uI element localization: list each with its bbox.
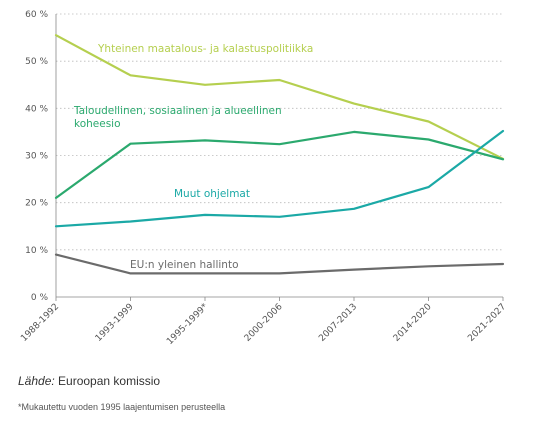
x-tick-label: 2021-2027 xyxy=(466,302,508,344)
y-tick-label: 0 % xyxy=(31,293,49,303)
series-line-eu-n-yleinen-hallinto xyxy=(54,253,505,275)
x-tick-label: 1995-1999* xyxy=(165,302,210,347)
x-tick-label: 1988-1992 xyxy=(19,302,61,344)
footnote: *Mukautettu vuoden 1995 laajentumisen pe… xyxy=(18,402,226,412)
x-axis: 1988-1992 1993-1999 1995-1999* 2000-2006 200… xyxy=(19,296,508,347)
x-tick-label: 2000-2006 xyxy=(243,302,285,344)
series-label-yhteinen-maatalous-ja-kalastuspolitiikka: Yhteinen maatalous- ja kalastuspolitiikk… xyxy=(97,43,313,55)
x-tick-label: 2007-2013 xyxy=(317,302,359,344)
x-tick-label: 1993-1999 xyxy=(94,302,136,344)
source-line: Lähde: Euroopan komissio xyxy=(18,374,160,388)
y-tick-label: 10 % xyxy=(25,246,48,256)
series-label-muut-ohjelmat: Muut ohjelmat xyxy=(174,188,250,200)
series-labels: Yhteinen maatalous- ja kalastuspolitiikk… xyxy=(73,43,313,271)
source-text: Euroopan komissio xyxy=(54,374,161,388)
series-lines xyxy=(54,34,505,275)
series-line-yhteinen-maatalous-ja-kalastuspolitiikka xyxy=(54,34,505,160)
line-chart: 0 % 10 % 20 % 30 % 40 % 50 % 60 % 1988-1992 199… xyxy=(19,10,508,347)
y-tick-label: 30 % xyxy=(25,152,48,162)
y-tick-label: 20 % xyxy=(25,199,48,209)
series-label-eu-n-yleinen-hallinto: EU:n yleinen hallinto xyxy=(130,259,239,271)
series-label-taloudellinen-sosiaalinen-ja-alueellinen-koheesio: Taloudellinen, sosiaalinen ja alueelline… xyxy=(73,105,282,130)
x-tick-label: 2014-2020 xyxy=(392,302,434,344)
y-tick-label: 50 % xyxy=(25,57,48,67)
y-tick-label: 40 % xyxy=(25,104,48,114)
series-line-muut-ohjelmat xyxy=(54,129,505,228)
source-prefix: Lähde: xyxy=(18,374,55,388)
series-line-taloudellinen-sosiaalinen-ja-alueellinen-koheesio xyxy=(54,130,505,199)
y-tick-label: 60 % xyxy=(25,10,48,20)
y-axis: 0 % 10 % 20 % 30 % 40 % 50 % 60 % xyxy=(25,10,57,303)
grid-lines xyxy=(56,13,503,251)
